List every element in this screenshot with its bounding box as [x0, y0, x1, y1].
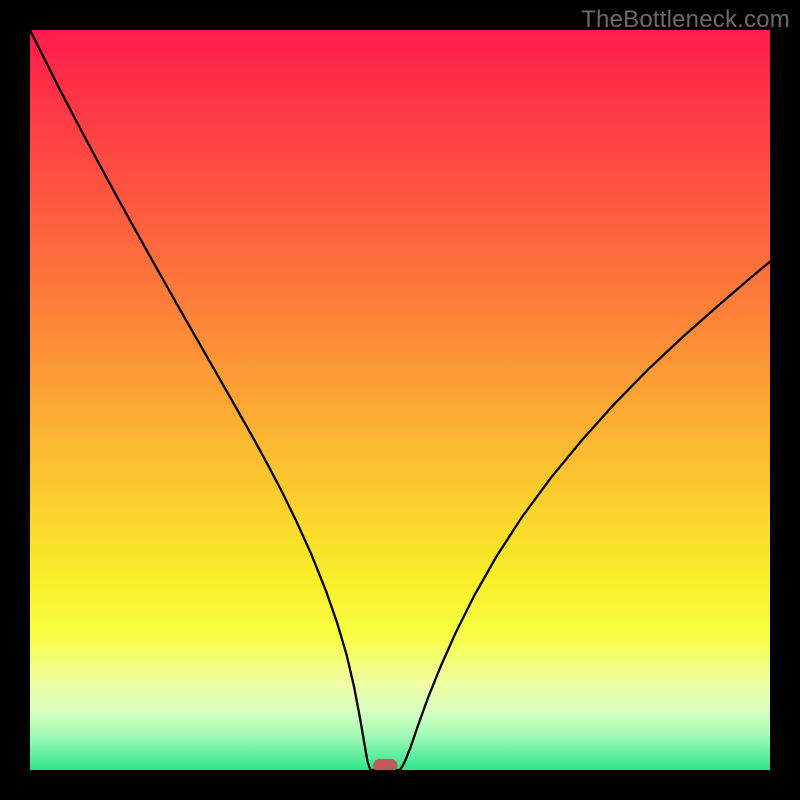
gradient-background: [30, 30, 770, 770]
outer-frame: TheBottleneck.com: [0, 0, 800, 800]
minimum-marker: [373, 759, 397, 770]
chart-svg: [30, 30, 770, 770]
watermark-text: TheBottleneck.com: [581, 6, 790, 34]
plot-area: [30, 30, 770, 770]
